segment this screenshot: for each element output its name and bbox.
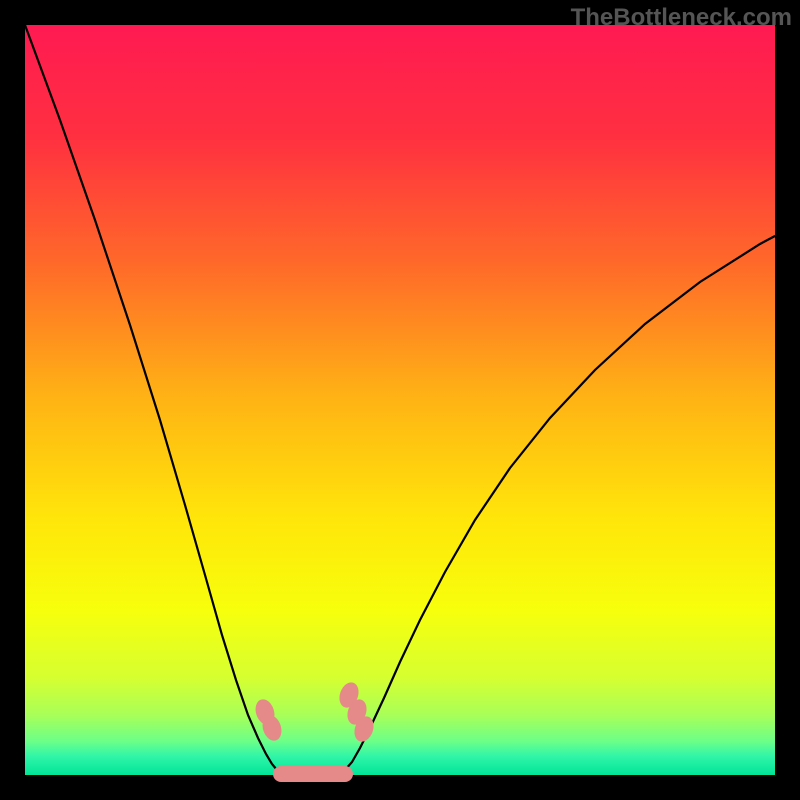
watermark-text: TheBottleneck.com: [571, 4, 792, 32]
bottleneck-chart: [0, 0, 800, 800]
marker-valley-bar: [273, 766, 353, 782]
